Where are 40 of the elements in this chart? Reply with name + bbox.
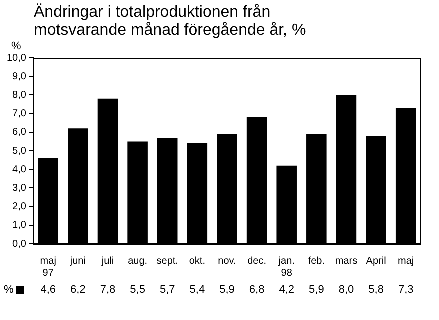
data-label: 7,8 bbox=[100, 284, 116, 296]
data-label: 7,3 bbox=[398, 284, 414, 296]
y-tick-label: 9,0 bbox=[12, 71, 27, 82]
data-label: 5,9 bbox=[309, 284, 324, 296]
data-label: 5,9 bbox=[220, 284, 235, 296]
y-tick-label: 0,0 bbox=[12, 238, 27, 250]
y-tick-label: 10,0 bbox=[6, 52, 27, 64]
y-tick-label: 4,0 bbox=[12, 164, 27, 176]
x-tick-label: mars bbox=[335, 256, 358, 267]
y-tick-label: 2,0 bbox=[12, 202, 27, 213]
data-label: 5,7 bbox=[160, 284, 176, 296]
y-tick-label: 6,0 bbox=[12, 127, 27, 138]
x-tick-label: jan. 98 bbox=[278, 256, 295, 279]
data-label: 5,8 bbox=[368, 284, 384, 296]
x-tick-label: aug. bbox=[128, 256, 148, 267]
data-label: 6,2 bbox=[70, 284, 86, 296]
x-tick-label: dec. bbox=[248, 256, 266, 267]
y-tick-label: 7,0 bbox=[12, 108, 27, 120]
chart-title: Ändringar i totalproduktionen från motsvarande månad föregående år, % bbox=[34, 4, 308, 40]
y-tick-label: 8,0 bbox=[12, 90, 27, 101]
data-label: 5,5 bbox=[130, 284, 146, 296]
x-tick-label: sept. bbox=[156, 256, 178, 267]
x-tick-label: juni bbox=[69, 256, 86, 267]
legend-label: % bbox=[4, 284, 14, 296]
x-tick-label: okt. bbox=[189, 256, 206, 267]
y-axis-title: % bbox=[11, 40, 22, 53]
y-tick-label: 1,0 bbox=[12, 220, 27, 232]
data-label: 4,6 bbox=[40, 284, 56, 296]
data-label: 6,8 bbox=[249, 284, 265, 296]
data-label: 4,2 bbox=[279, 284, 294, 296]
x-tick-label: nov. bbox=[218, 256, 236, 267]
y-tick-label: 3,0 bbox=[12, 182, 27, 194]
x-tick-label: juli bbox=[100, 256, 114, 267]
data-label: 8,0 bbox=[338, 284, 354, 296]
x-tick-label: maj 97 bbox=[40, 256, 56, 279]
x-tick-label: feb. bbox=[308, 256, 326, 267]
data-label: 5,4 bbox=[190, 284, 206, 296]
x-tick-label: maj bbox=[398, 256, 414, 267]
y-tick-label: 5,0 bbox=[12, 146, 27, 157]
x-tick-label: April bbox=[366, 256, 386, 267]
